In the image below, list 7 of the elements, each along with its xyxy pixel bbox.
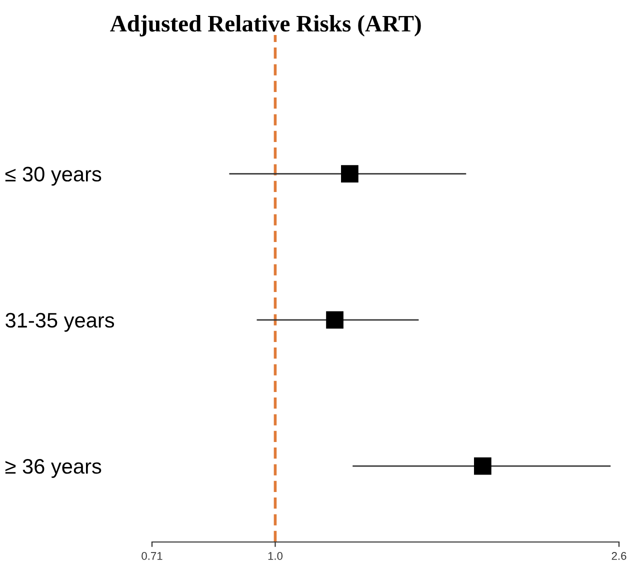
x-tick-label: 1.0 [268, 552, 283, 560]
x-tick-label: 0.71 [142, 552, 162, 560]
chart-title: Adjusted Relative Risks (ART) [110, 15, 421, 36]
y-tick-label: 31-35 years [6, 312, 114, 332]
y-tick-label: ≤ 30 years [5, 166, 102, 186]
y-tick-label: ≥ 36 years [5, 459, 102, 478]
x-tick-label: 2.6 [612, 552, 626, 560]
